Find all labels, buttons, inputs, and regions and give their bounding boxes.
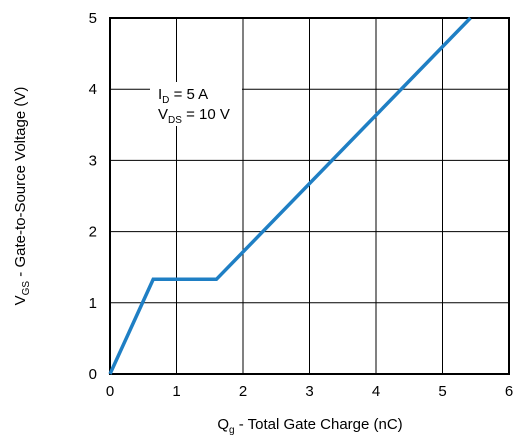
x-tick-label: 2 [239, 383, 247, 400]
x-axis-label-sub: g [229, 425, 235, 436]
y-axis-label-rest: - Gate-to-Source Voltage (V) [12, 87, 29, 281]
x-tick-label: 1 [172, 383, 180, 400]
x-axis-label-main: Q [217, 416, 229, 433]
annotation-vds-rest: = 10 V [182, 106, 230, 123]
annotation-background [150, 82, 242, 126]
y-axis-label: VGS - Gate-to-Source Voltage (V) [12, 87, 32, 306]
y-tick-label: 0 [89, 366, 97, 383]
annotation-id-sub: D [162, 95, 169, 106]
annotation-vds-sub: DS [168, 115, 182, 126]
annotation-id-rest: = 5 A [169, 86, 208, 103]
grid-lines [110, 18, 509, 374]
x-tick-label: 5 [438, 383, 446, 400]
plot-frame [109, 17, 510, 375]
x-tick-label: 0 [106, 383, 114, 400]
y-tick-label: 5 [89, 10, 97, 27]
series-group [108, 16, 472, 375]
x-tick-labels: 0 1 2 3 4 5 6 [106, 383, 513, 400]
x-tick-label: 4 [372, 383, 380, 400]
y-axis-label-main: V [12, 295, 29, 305]
annotation-id: ID = 5 A [158, 86, 208, 106]
y-axis-label-sub: GS [21, 281, 32, 296]
x-axis-label: Qg - Total Gate Charge (nC) [217, 416, 402, 436]
annotation-vds: VDS = 10 V [158, 106, 230, 126]
y-tick-label: 4 [89, 81, 97, 98]
annotation-vds-main: V [158, 106, 168, 123]
annotation-id-main: I [158, 86, 162, 103]
x-tick-label: 3 [305, 383, 313, 400]
x-tick-label: 6 [505, 383, 513, 400]
series-line [108, 16, 472, 375]
y-tick-label: 1 [89, 295, 97, 312]
y-tick-labels: 0 1 2 3 4 5 [89, 10, 97, 383]
y-tick-label: 2 [89, 224, 97, 241]
x-axis-label-rest: - Total Gate Charge (nC) [235, 416, 403, 433]
y-tick-label: 3 [89, 152, 97, 169]
